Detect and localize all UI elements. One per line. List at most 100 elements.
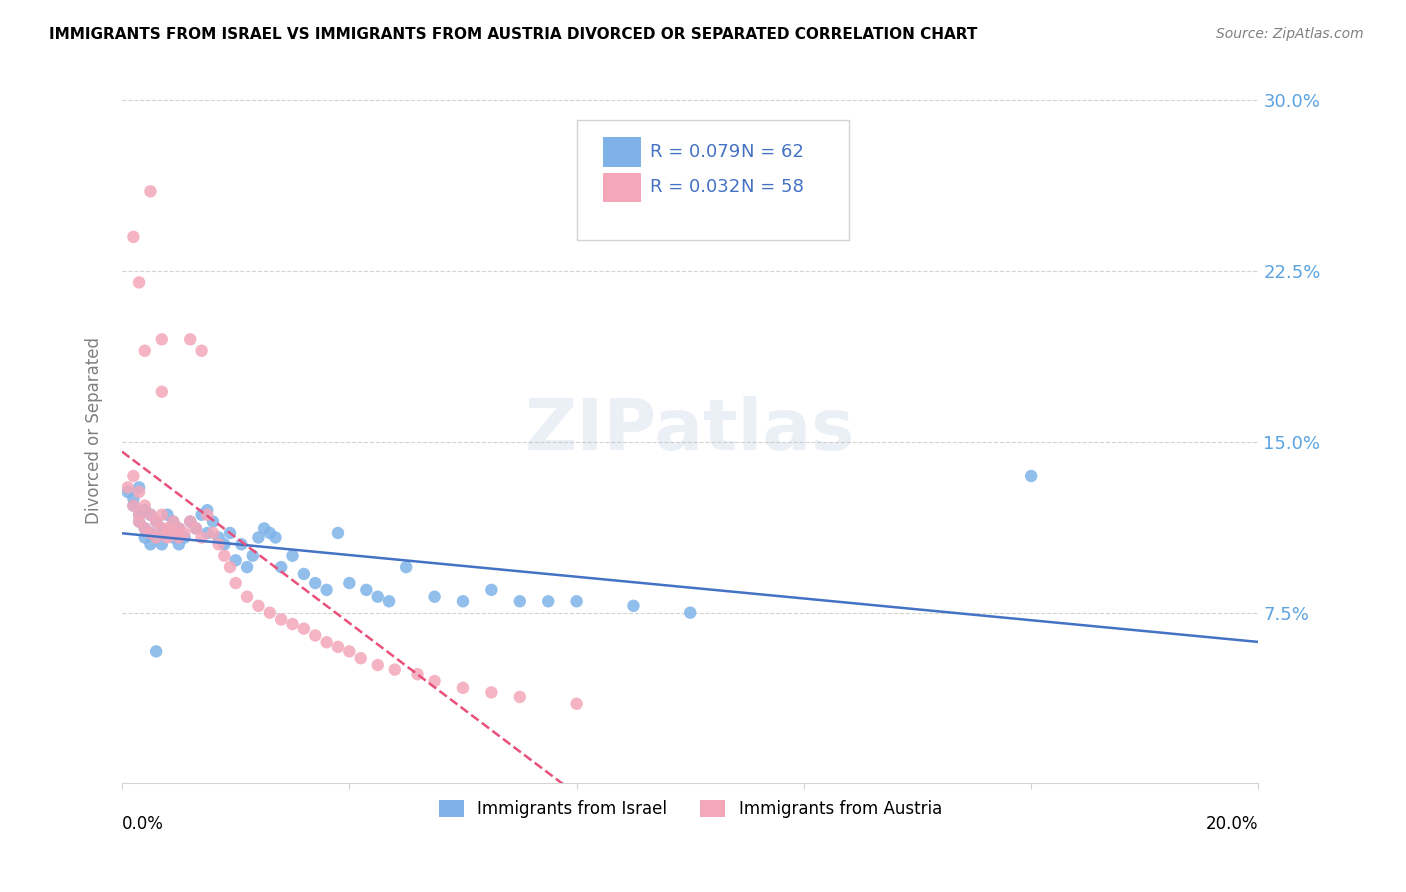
Immigrants from Israel	[167, 537, 190, 551]
Immigrants from Israel	[565, 594, 588, 608]
Immigrants from Israel	[242, 549, 264, 563]
Immigrants from Austria	[179, 332, 201, 346]
Immigrants from Austria	[326, 640, 349, 654]
Immigrants from Israel	[337, 576, 360, 591]
Immigrants from Israel	[179, 515, 201, 529]
Immigrants from Israel	[122, 491, 145, 506]
Immigrants from Israel	[395, 560, 418, 574]
Immigrants from Israel	[150, 521, 173, 535]
Immigrants from Austria	[184, 521, 207, 535]
Immigrants from Austria	[304, 628, 326, 642]
Immigrants from Israel	[236, 560, 259, 574]
Immigrants from Austria	[337, 644, 360, 658]
Immigrants from Israel	[134, 531, 156, 545]
Immigrants from Israel	[623, 599, 645, 613]
Immigrants from Israel	[208, 531, 231, 545]
Immigrants from Austria	[162, 515, 184, 529]
Immigrants from Israel	[195, 525, 218, 540]
Immigrants from Israel	[270, 560, 292, 574]
Text: N = 58: N = 58	[741, 178, 804, 196]
Immigrants from Israel	[423, 590, 446, 604]
Immigrants from Austria	[247, 599, 270, 613]
Immigrants from Austria	[350, 651, 373, 665]
Immigrants from Israel	[117, 485, 139, 500]
Immigrants from Israel	[367, 590, 389, 604]
Immigrants from Austria	[122, 469, 145, 483]
Immigrants from Israel	[184, 521, 207, 535]
Text: R = 0.032: R = 0.032	[651, 178, 741, 196]
Immigrants from Austria	[292, 622, 315, 636]
Immigrants from Austria	[150, 384, 173, 399]
Immigrants from Israel	[162, 515, 184, 529]
Immigrants from Israel	[679, 606, 702, 620]
FancyBboxPatch shape	[603, 173, 641, 202]
Text: R = 0.079: R = 0.079	[651, 143, 741, 161]
Immigrants from Israel	[1019, 469, 1042, 483]
Immigrants from Austria	[128, 508, 150, 522]
Immigrants from Israel	[156, 525, 179, 540]
Text: ZIPatlas: ZIPatlas	[526, 396, 855, 465]
Immigrants from Austria	[145, 515, 167, 529]
Immigrants from Israel	[281, 549, 304, 563]
Immigrants from Austria	[479, 685, 502, 699]
Immigrants from Austria	[281, 617, 304, 632]
Text: 0.0%: 0.0%	[122, 815, 165, 833]
Immigrants from Israel	[264, 531, 287, 545]
Immigrants from Israel	[128, 508, 150, 522]
Immigrants from Austria	[173, 525, 195, 540]
Immigrants from Austria	[167, 531, 190, 545]
Immigrants from Austria	[122, 230, 145, 244]
Immigrants from Austria	[128, 515, 150, 529]
Immigrants from Austria	[139, 525, 162, 540]
Immigrants from Austria	[208, 537, 231, 551]
Immigrants from Israel	[139, 508, 162, 522]
Immigrants from Israel	[128, 480, 150, 494]
Immigrants from Austria	[167, 521, 190, 535]
Immigrants from Austria	[225, 576, 247, 591]
Immigrants from Israel	[315, 582, 337, 597]
Immigrants from Israel	[145, 531, 167, 545]
Immigrants from Israel	[225, 553, 247, 567]
Immigrants from Austria	[201, 525, 224, 540]
Immigrants from Austria	[423, 673, 446, 688]
Immigrants from Israel	[326, 525, 349, 540]
Immigrants from Austria	[190, 343, 212, 358]
Immigrants from Austria	[134, 343, 156, 358]
Immigrants from Austria	[156, 531, 179, 545]
Immigrants from Israel	[134, 503, 156, 517]
Immigrants from Austria	[139, 184, 162, 198]
Immigrants from Israel	[247, 531, 270, 545]
Text: IMMIGRANTS FROM ISRAEL VS IMMIGRANTS FROM AUSTRIA DIVORCED OR SEPARATED CORRELAT: IMMIGRANTS FROM ISRAEL VS IMMIGRANTS FRO…	[49, 27, 977, 42]
Immigrants from Austria	[195, 508, 218, 522]
Immigrants from Austria	[367, 658, 389, 673]
FancyBboxPatch shape	[603, 137, 641, 167]
Immigrants from Austria	[128, 485, 150, 500]
Immigrants from Austria	[565, 697, 588, 711]
Immigrants from Israel	[219, 525, 242, 540]
Immigrants from Austria	[179, 515, 201, 529]
Text: Source: ZipAtlas.com: Source: ZipAtlas.com	[1216, 27, 1364, 41]
Immigrants from Israel	[150, 537, 173, 551]
Immigrants from Israel	[173, 531, 195, 545]
Immigrants from Austria	[315, 635, 337, 649]
Immigrants from Israel	[201, 515, 224, 529]
Immigrants from Israel	[356, 582, 378, 597]
Immigrants from Austria	[150, 521, 173, 535]
Immigrants from Austria	[236, 590, 259, 604]
Immigrants from Austria	[509, 690, 531, 704]
Immigrants from Austria	[117, 480, 139, 494]
Immigrants from Israel	[139, 537, 162, 551]
Immigrants from Austria	[219, 560, 242, 574]
Immigrants from Austria	[134, 499, 156, 513]
Immigrants from Austria	[214, 549, 236, 563]
Immigrants from Austria	[384, 663, 406, 677]
Immigrants from Israel	[253, 521, 276, 535]
Immigrants from Israel	[190, 508, 212, 522]
Immigrants from Israel	[509, 594, 531, 608]
Immigrants from Israel	[145, 644, 167, 658]
Immigrants from Austria	[139, 508, 162, 522]
Immigrants from Israel	[214, 537, 236, 551]
Immigrants from Austria	[145, 531, 167, 545]
Immigrants from Austria	[162, 525, 184, 540]
Immigrants from Austria	[259, 606, 281, 620]
